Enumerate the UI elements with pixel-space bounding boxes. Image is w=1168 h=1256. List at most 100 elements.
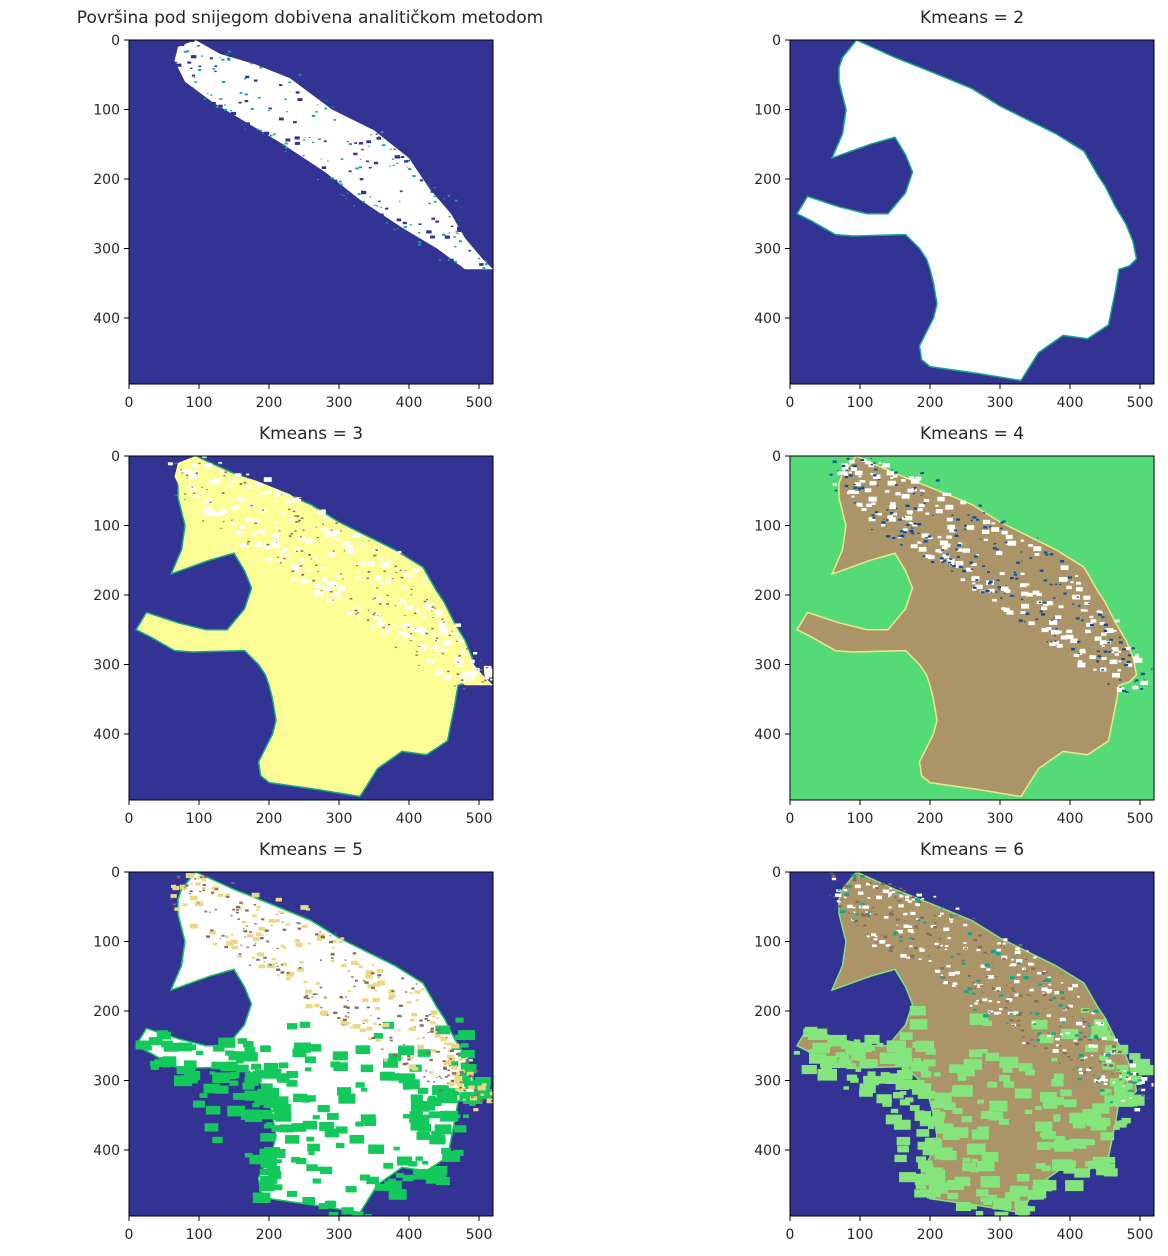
x-tick-label: 500 bbox=[1127, 811, 1154, 827]
y-tick-label: 400 bbox=[93, 311, 120, 327]
x-tick-label: 400 bbox=[1057, 1227, 1084, 1243]
y-tick-label: 200 bbox=[93, 588, 120, 604]
x-tick-label: 300 bbox=[987, 395, 1014, 411]
x-tick-label: 200 bbox=[917, 1227, 944, 1243]
x-tick-label: 200 bbox=[256, 395, 283, 411]
heatmap-plot: 0 100 200 300 400 500 0 100 200 300 400 bbox=[754, 865, 1155, 1243]
x-tick-label: 300 bbox=[987, 1227, 1014, 1243]
x-tick-label: 100 bbox=[186, 395, 213, 411]
x-tick-label: 300 bbox=[326, 395, 353, 411]
x-tick-label: 0 bbox=[786, 395, 795, 411]
class-brown bbox=[829, 874, 1154, 1106]
x-tick-label: 200 bbox=[256, 811, 283, 827]
y-tick-label: 200 bbox=[93, 1004, 120, 1020]
y-tick-label: 0 bbox=[111, 33, 120, 49]
x-tick-label: 200 bbox=[256, 1227, 283, 1243]
y-tick-label: 100 bbox=[93, 934, 120, 950]
x-tick-label: 100 bbox=[847, 1227, 874, 1243]
y-tick-label: 200 bbox=[754, 1004, 781, 1020]
x-tick-label: 200 bbox=[917, 811, 944, 827]
class-light-green bbox=[793, 1006, 1154, 1216]
class-brown-edge bbox=[174, 457, 493, 690]
y-tick-label: 0 bbox=[111, 449, 120, 465]
chart-title: Kmeans = 4 bbox=[919, 424, 1025, 444]
y-tick-label: 100 bbox=[754, 934, 781, 950]
y-tick-label: 300 bbox=[754, 241, 781, 257]
class-white bbox=[831, 876, 1154, 1112]
y-tick-label: 200 bbox=[93, 172, 120, 188]
x-tick-label: 500 bbox=[466, 811, 493, 827]
snow-class bbox=[174, 40, 493, 270]
class-blue bbox=[829, 457, 1153, 693]
x-tick-label: 400 bbox=[396, 395, 423, 411]
class-teal bbox=[829, 872, 1142, 1108]
class-green bbox=[135, 1017, 492, 1216]
axes-frame bbox=[789, 455, 1155, 801]
x-tick-label: 0 bbox=[125, 811, 134, 827]
x-tick-label: 0 bbox=[786, 811, 795, 827]
class-brown bbox=[169, 875, 493, 1102]
heatmap-plot: 0 100 200 300 400 500 0 100 200 300 400 bbox=[93, 449, 494, 827]
y-tick-label: 200 bbox=[754, 588, 781, 604]
chart-title: Kmeans = 6 bbox=[919, 840, 1025, 860]
gap-pixels bbox=[170, 40, 491, 268]
x-tick-label: 300 bbox=[326, 811, 353, 827]
y-tick-label: 300 bbox=[93, 1073, 120, 1089]
chart-title: Kmeans = 5 bbox=[258, 840, 364, 860]
x-tick-label: 400 bbox=[396, 1227, 423, 1243]
x-tick-label: 300 bbox=[326, 1227, 353, 1243]
x-tick-label: 400 bbox=[396, 811, 423, 827]
x-tick-label: 500 bbox=[466, 1227, 493, 1243]
edge-pixels bbox=[183, 44, 488, 271]
y-tick-label: 300 bbox=[93, 657, 120, 673]
y-tick-label: 300 bbox=[754, 1073, 781, 1089]
axes-frame bbox=[128, 455, 494, 801]
class-yellow bbox=[134, 456, 477, 798]
chart-title: Kmeans = 3 bbox=[258, 424, 364, 444]
x-tick-label: 300 bbox=[987, 811, 1014, 827]
y-tick-label: 100 bbox=[93, 518, 120, 534]
axes-frame bbox=[128, 871, 494, 1217]
x-tick-label: 0 bbox=[125, 395, 134, 411]
x-tick-label: 100 bbox=[847, 395, 874, 411]
x-tick-label: 100 bbox=[847, 811, 874, 827]
x-tick-label: 500 bbox=[1127, 1227, 1154, 1243]
y-tick-label: 0 bbox=[772, 33, 781, 49]
class-khaki bbox=[795, 456, 1138, 798]
y-tick-label: 400 bbox=[93, 727, 120, 743]
x-tick-label: 0 bbox=[786, 1227, 795, 1243]
y-tick-label: 100 bbox=[93, 102, 120, 118]
class-tan bbox=[170, 873, 493, 1112]
x-tick-label: 100 bbox=[186, 811, 213, 827]
y-tick-label: 300 bbox=[93, 241, 120, 257]
x-tick-label: 500 bbox=[466, 395, 493, 411]
heatmap-plot: 0 100 200 300 400 500 0 100 200 300 400 bbox=[754, 449, 1155, 827]
y-tick-label: 400 bbox=[754, 727, 781, 743]
y-tick-label: 0 bbox=[772, 865, 781, 881]
axes-frame bbox=[128, 39, 494, 385]
y-tick-label: 400 bbox=[754, 311, 781, 327]
chart-title: Površina pod snijegom dobivena analitičk… bbox=[76, 8, 544, 28]
x-tick-label: 500 bbox=[1127, 395, 1154, 411]
y-tick-label: 0 bbox=[111, 865, 120, 881]
axes-frame bbox=[789, 871, 1155, 1217]
y-tick-label: 100 bbox=[754, 518, 781, 534]
x-tick-label: 100 bbox=[186, 1227, 213, 1243]
heatmap-plot: 0 100 200 300 400 500 0 100 200 300 400 bbox=[93, 865, 494, 1243]
chart-title: Kmeans = 2 bbox=[919, 8, 1025, 28]
y-tick-label: 100 bbox=[754, 102, 781, 118]
x-tick-label: 400 bbox=[1057, 811, 1084, 827]
y-tick-label: 0 bbox=[772, 449, 781, 465]
y-tick-label: 300 bbox=[754, 657, 781, 673]
x-tick-label: 0 bbox=[125, 1227, 134, 1243]
x-tick-label: 400 bbox=[1057, 395, 1084, 411]
heatmap-plot: 0 100 200 300 400 500 0 100 200 300 400 bbox=[754, 33, 1155, 411]
x-tick-label: 200 bbox=[917, 395, 944, 411]
heatmap-plot: 0 100 200 300 400 500 0 100 200 300 400 bbox=[93, 33, 494, 411]
y-tick-label: 400 bbox=[754, 1143, 781, 1159]
y-tick-label: 400 bbox=[93, 1143, 120, 1159]
snow-class bbox=[795, 40, 1138, 382]
y-tick-label: 200 bbox=[754, 172, 781, 188]
axes-frame bbox=[789, 39, 1155, 385]
class-white bbox=[832, 458, 1148, 692]
